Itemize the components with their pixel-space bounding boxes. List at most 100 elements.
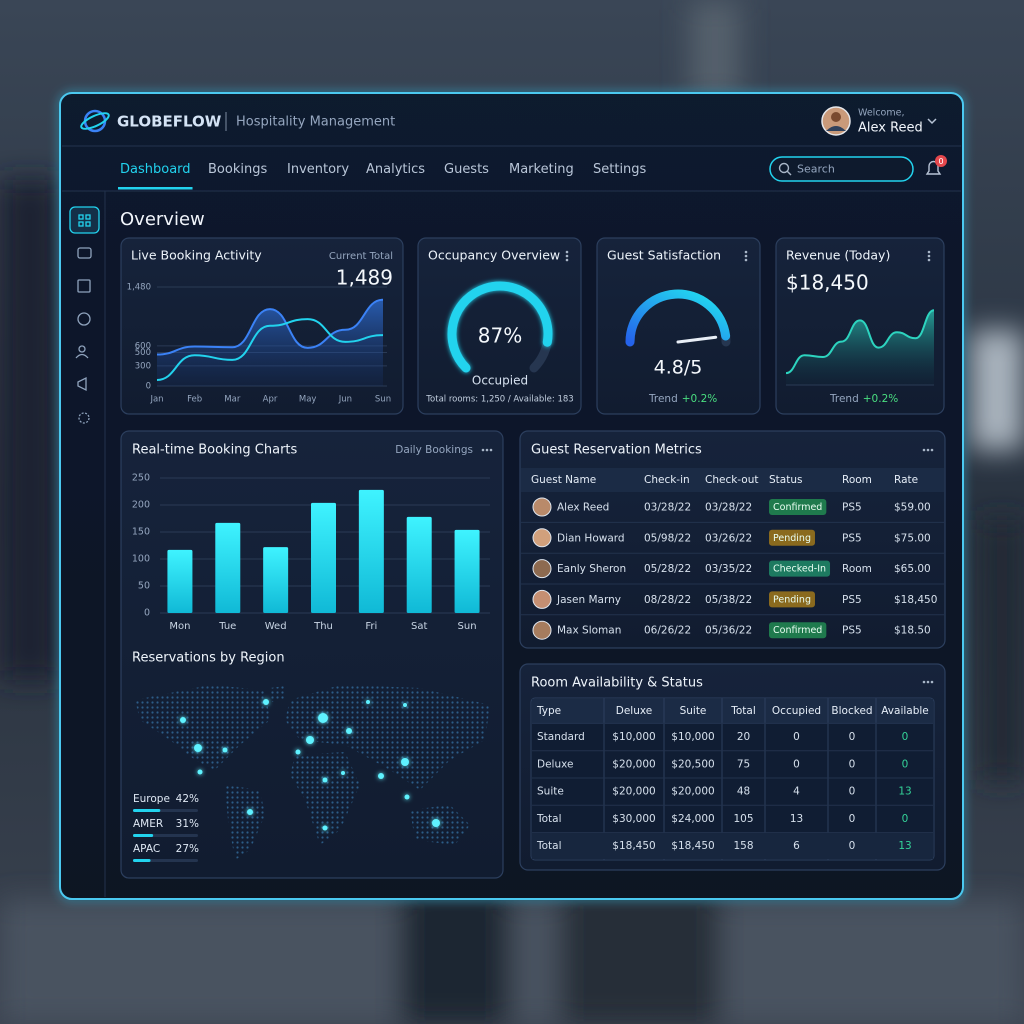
dial-needle <box>676 335 718 344</box>
table-cell: 05/36/22 <box>705 625 752 637</box>
table-cell: $20,000 <box>612 786 655 798</box>
gauge-value: 87% <box>478 324 522 348</box>
more-menu[interactable] <box>744 254 748 258</box>
table-cell: PS5 <box>842 594 862 606</box>
more-menu[interactable] <box>565 250 569 254</box>
more-menu[interactable] <box>565 258 569 262</box>
y-tick-label: 100 <box>132 554 150 565</box>
guest-name: Dian Howard <box>557 532 625 544</box>
more-menu[interactable] <box>489 448 493 452</box>
user-avatar[interactable] <box>821 106 851 136</box>
more-menu[interactable] <box>926 448 930 452</box>
table-cell: 6 <box>793 840 800 852</box>
table-cell: Total <box>536 840 562 852</box>
series-area <box>157 299 383 386</box>
guest-name: Jasen Marny <box>556 594 621 606</box>
y-tick-label: 250 <box>132 473 150 484</box>
nav-tab[interactable]: Analytics <box>366 162 425 177</box>
status-badge-text: Checked-In <box>773 564 826 575</box>
table-cell: 0 <box>902 813 909 825</box>
nav-tab[interactable]: Guests <box>444 162 489 177</box>
y-tick-label: 300 <box>135 361 151 371</box>
table-cell: $30,000 <box>612 813 655 825</box>
table-cell: 158 <box>733 840 753 852</box>
table-header: Rate <box>894 474 918 486</box>
table-header: Total <box>730 705 756 717</box>
series-line <box>156 318 384 381</box>
trend-value: +0.2% <box>682 393 717 405</box>
table-cell: PS5 <box>842 532 862 544</box>
table-cell: $18,450 <box>612 840 655 852</box>
table-cell: 0 <box>849 813 856 825</box>
table-header: Status <box>769 474 802 486</box>
user-menu-chevron[interactable] <box>927 118 937 125</box>
more-menu[interactable] <box>926 680 930 684</box>
nav-tab[interactable]: Settings <box>593 162 647 177</box>
y-tick-label: 0 <box>144 608 150 619</box>
y-tick-label: 150 <box>132 527 150 538</box>
more-menu[interactable] <box>922 448 926 452</box>
nav-tab[interactable]: Inventory <box>287 162 349 177</box>
bar <box>311 502 336 613</box>
table-header: Available <box>881 705 929 717</box>
table-cell: $20,500 <box>671 758 714 770</box>
table-cell: 0 <box>849 840 856 852</box>
table-header: Guest Name <box>531 474 596 486</box>
card-occupancy <box>417 237 582 415</box>
nav-tab[interactable]: Bookings <box>208 162 267 177</box>
x-tick-label: Mar <box>224 395 241 405</box>
region-name: APAC <box>133 843 160 855</box>
notifications-bell[interactable] <box>925 155 947 175</box>
sidebar-dashboard[interactable] <box>69 206 100 234</box>
user-name[interactable]: Alex Reed <box>858 121 923 136</box>
card-title: Guest Satisfaction <box>607 248 721 263</box>
table-cell: 0 <box>793 758 800 770</box>
table-cell: PS5 <box>842 502 862 514</box>
status-badge <box>769 499 827 515</box>
more-menu[interactable] <box>744 250 748 254</box>
table-cell: Standard <box>537 731 585 743</box>
more-menu[interactable] <box>927 250 931 254</box>
y-tick-label: 0 <box>146 382 151 392</box>
more-menu[interactable] <box>930 448 934 452</box>
table-cell: 0 <box>849 758 856 770</box>
nav-tab[interactable]: Dashboard <box>120 162 191 177</box>
sidebar-guests[interactable] <box>75 345 89 359</box>
card-title: Room Availability & Status <box>531 676 703 691</box>
sidebar-analytics[interactable] <box>77 312 91 326</box>
more-menu[interactable] <box>927 258 931 262</box>
sidebar-reports[interactable] <box>77 279 91 293</box>
more-menu[interactable] <box>744 258 748 262</box>
status-badge-text: Pending <box>773 533 811 544</box>
table-cell: $59.00 <box>894 502 931 514</box>
nav-tab[interactable]: Marketing <box>509 162 574 177</box>
table-cell: 48 <box>737 786 750 798</box>
sidebar-wallet[interactable] <box>77 247 92 259</box>
more-menu[interactable] <box>485 448 489 452</box>
more-menu[interactable] <box>930 680 934 684</box>
more-menu[interactable] <box>927 254 931 258</box>
x-tick-label: Feb <box>187 395 202 405</box>
region-share: 27% <box>176 843 199 855</box>
search-box[interactable] <box>769 156 914 182</box>
status-badge-text: Pending <box>773 594 811 605</box>
region-name: Europe <box>133 793 170 805</box>
table-cell: Total <box>536 813 562 825</box>
table-cell: $18.50 <box>894 625 931 637</box>
product-name: Hospitality Management <box>236 115 395 130</box>
y-tick-label: 200 <box>132 500 150 511</box>
sidebar-marketing[interactable] <box>77 376 87 392</box>
status-badge <box>769 560 831 577</box>
card-title: Real-time Booking Charts <box>132 443 298 458</box>
total-value: 1,489 <box>336 266 393 290</box>
card-title: Guest Reservation Metrics <box>531 443 702 458</box>
brand: GLOBEFLOW <box>117 113 222 131</box>
more-menu[interactable] <box>565 254 569 258</box>
table-cell: $18,450 <box>894 594 937 606</box>
table-cell: 06/26/22 <box>644 625 691 637</box>
icon-grid <box>78 214 91 227</box>
more-menu[interactable] <box>481 448 485 452</box>
sidebar-settings[interactable] <box>78 412 90 424</box>
guest-name: Max Sloman <box>557 625 621 637</box>
more-menu[interactable] <box>922 680 926 684</box>
